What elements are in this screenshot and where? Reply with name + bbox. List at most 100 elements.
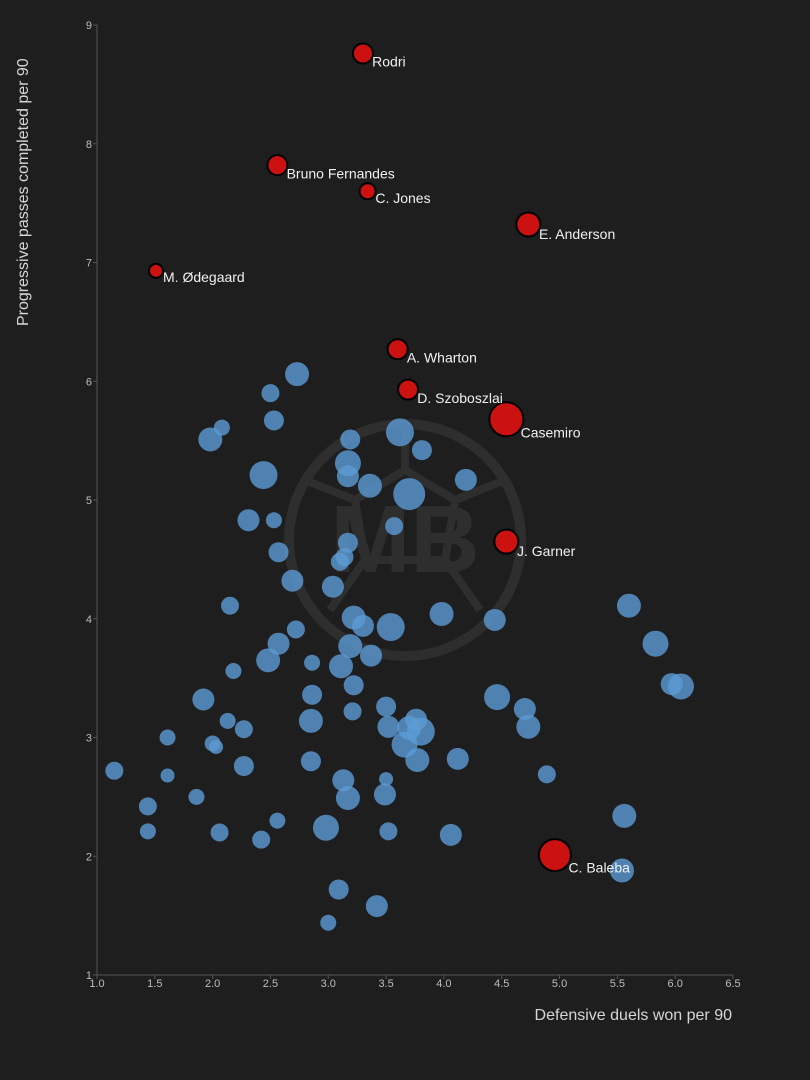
y-tick-label: 1 xyxy=(86,970,92,982)
scatter-point xyxy=(612,803,637,828)
x-tick-label: 3.5 xyxy=(378,978,393,990)
highlight-point xyxy=(386,338,409,361)
scatter-point xyxy=(393,478,426,511)
highlight-point xyxy=(488,401,525,438)
x-tick-label: 6.0 xyxy=(668,978,683,990)
scatter-point xyxy=(300,751,321,772)
y-tick-label: 2 xyxy=(86,851,92,863)
scatter-point xyxy=(439,823,462,846)
highlight-point xyxy=(266,154,289,177)
scatter-point xyxy=(357,473,382,498)
scatter-point xyxy=(320,914,337,931)
y-tick-label: 6 xyxy=(86,376,92,388)
scatter-point xyxy=(237,509,260,532)
player-label: E. Anderson xyxy=(539,226,615,242)
scatter-point xyxy=(330,552,349,571)
scatter-point xyxy=(360,644,383,667)
scatter-point xyxy=(454,468,477,491)
scatter-point xyxy=(268,542,289,563)
scatter-point xyxy=(281,569,304,592)
x-tick-label: 6.5 xyxy=(725,978,740,990)
scatter-point xyxy=(286,620,305,639)
y-tick-label: 8 xyxy=(86,139,92,151)
scatter-point xyxy=(256,648,281,673)
highlight-point xyxy=(351,42,374,65)
scatter-point xyxy=(265,512,282,529)
x-tick-label: 2.0 xyxy=(205,978,220,990)
x-tick-label: 3.0 xyxy=(321,978,336,990)
y-tick-label: 5 xyxy=(86,495,92,507)
player-label: C. Jones xyxy=(375,190,430,206)
scatter-point xyxy=(642,630,669,657)
scatter-point xyxy=(537,765,556,784)
x-axis-title: Defensive duels won per 90 xyxy=(535,1007,733,1024)
scatter-point xyxy=(219,712,236,729)
highlight-point xyxy=(537,838,572,873)
scatter-point xyxy=(351,614,374,637)
y-tick-label: 4 xyxy=(86,614,92,626)
scatter-point xyxy=(302,684,323,705)
scatter-point xyxy=(385,418,414,447)
scatter-point xyxy=(138,797,157,816)
scatter-point xyxy=(483,608,506,631)
scatter-point xyxy=(328,879,349,900)
highlight-point xyxy=(397,378,420,401)
highlight-point xyxy=(147,262,164,279)
highlight-point xyxy=(493,528,520,555)
scatter-point xyxy=(267,632,290,655)
y-tick-label: 7 xyxy=(86,258,92,270)
x-tick-label: 4.5 xyxy=(494,978,509,990)
scatter-point xyxy=(263,410,284,431)
scatter-point xyxy=(233,756,254,776)
scatter-point xyxy=(373,783,396,806)
scatter-point xyxy=(376,613,405,642)
highlighted-players-series xyxy=(147,42,572,873)
player-label: D. Szoboszlai xyxy=(417,390,503,406)
scatter-point xyxy=(332,769,355,792)
scatter-point xyxy=(198,427,223,452)
x-tick-label: 5.5 xyxy=(610,978,625,990)
scatter-point xyxy=(446,747,469,770)
player-label: Rodri xyxy=(372,54,405,70)
scatter-point xyxy=(269,812,286,829)
highlight-point xyxy=(358,182,377,201)
scatter-point xyxy=(160,768,175,783)
scatter-point xyxy=(379,822,398,841)
player-label: J. Garner xyxy=(517,543,576,559)
scatter-point xyxy=(667,673,694,700)
scatter-point xyxy=(337,532,358,553)
scatter-point xyxy=(261,384,280,403)
player-label: Casemiro xyxy=(521,424,581,440)
scatter-point xyxy=(335,786,360,811)
scatter-point xyxy=(105,761,124,780)
scatter-point xyxy=(343,675,364,696)
player-label: Bruno Fernandes xyxy=(287,165,395,181)
scatter-point xyxy=(220,596,239,615)
y-axis-title: Progressive passes completed per 90 xyxy=(15,58,32,326)
tick-labels: 1.0 1.5 2.0 2.5 3.0 3.5 4.0 4.5 5.0 5.5 6.0 6.5 1 2 3 4… xyxy=(86,20,741,990)
scatter-point xyxy=(405,748,430,773)
scatter-point xyxy=(298,708,323,733)
scatter-point xyxy=(285,362,310,387)
scatter-point xyxy=(516,714,541,739)
scatter-point xyxy=(343,702,362,721)
scatter-point xyxy=(376,696,397,717)
highlight-point xyxy=(515,211,542,238)
scatter-point xyxy=(377,715,400,738)
scatter-point xyxy=(513,698,536,720)
scatter-point xyxy=(210,823,229,842)
player-label: C. Baleba xyxy=(568,860,630,876)
scatter-point xyxy=(340,429,361,450)
scatter-point xyxy=(484,684,511,711)
scatter-point xyxy=(209,740,224,754)
scatter-point xyxy=(225,663,242,679)
scatter-point xyxy=(192,688,215,711)
player-label: A. Wharton xyxy=(407,349,477,365)
scatter-point xyxy=(609,858,634,883)
scatter-point xyxy=(365,895,388,918)
scatter-point xyxy=(234,720,253,739)
scatter-point xyxy=(312,814,339,841)
x-tick-label: 1.0 xyxy=(89,978,104,990)
scatter-point xyxy=(159,729,176,746)
